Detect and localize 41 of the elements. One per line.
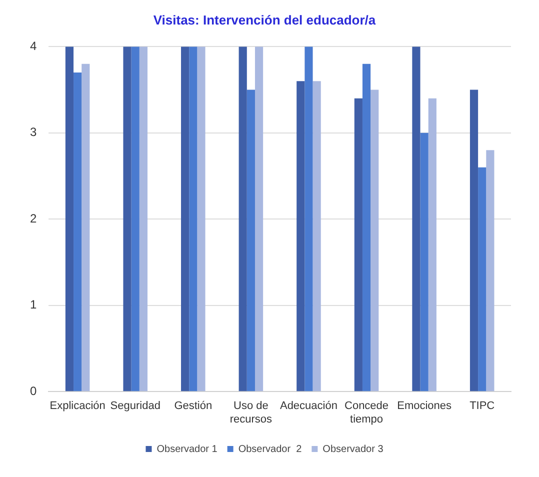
chart-title: Visitas: Intervención del educador/a [153, 12, 376, 28]
bar [420, 132, 428, 392]
y-tick-label: 4 [30, 38, 37, 53]
legend-label: Observador 2 [238, 444, 302, 455]
bar [470, 90, 478, 392]
bar [362, 64, 371, 392]
legend-label: Observador 1 [156, 444, 218, 455]
x-tick-label: Gestión [174, 400, 212, 412]
bar [74, 72, 82, 392]
x-tick-label: Uso de recursos [230, 400, 273, 426]
bar [428, 98, 436, 392]
bar [131, 46, 140, 392]
y-tick-label: 1 [30, 298, 37, 312]
x-tick-label: Emociones [397, 400, 452, 412]
bar [296, 81, 305, 392]
x-tick-label: Seguridad [110, 400, 160, 412]
y-tick-label: 2 [30, 211, 37, 226]
x-tick-label: Explicación [50, 400, 106, 412]
bar [123, 46, 132, 392]
bar [246, 90, 255, 392]
bar [370, 90, 379, 392]
bar [478, 167, 486, 392]
bar [181, 46, 190, 392]
bar [312, 81, 321, 392]
y-tick-label: 0 [30, 384, 37, 398]
bar [139, 46, 148, 392]
x-tick-label: TIPC [470, 400, 495, 412]
bar [486, 150, 494, 392]
bar [65, 46, 74, 392]
y-tick-label: 3 [30, 125, 37, 140]
x-tick-label: Adecuación [280, 400, 338, 412]
bar [354, 98, 362, 392]
bar [189, 46, 198, 392]
x-tick-label: Concede tiempo [344, 400, 389, 426]
bar [82, 64, 90, 392]
bar [254, 46, 264, 392]
bar [238, 46, 247, 392]
bar [412, 46, 420, 392]
bar [304, 46, 313, 392]
legend-label: Observador 3 [322, 444, 384, 455]
bar [197, 46, 206, 392]
